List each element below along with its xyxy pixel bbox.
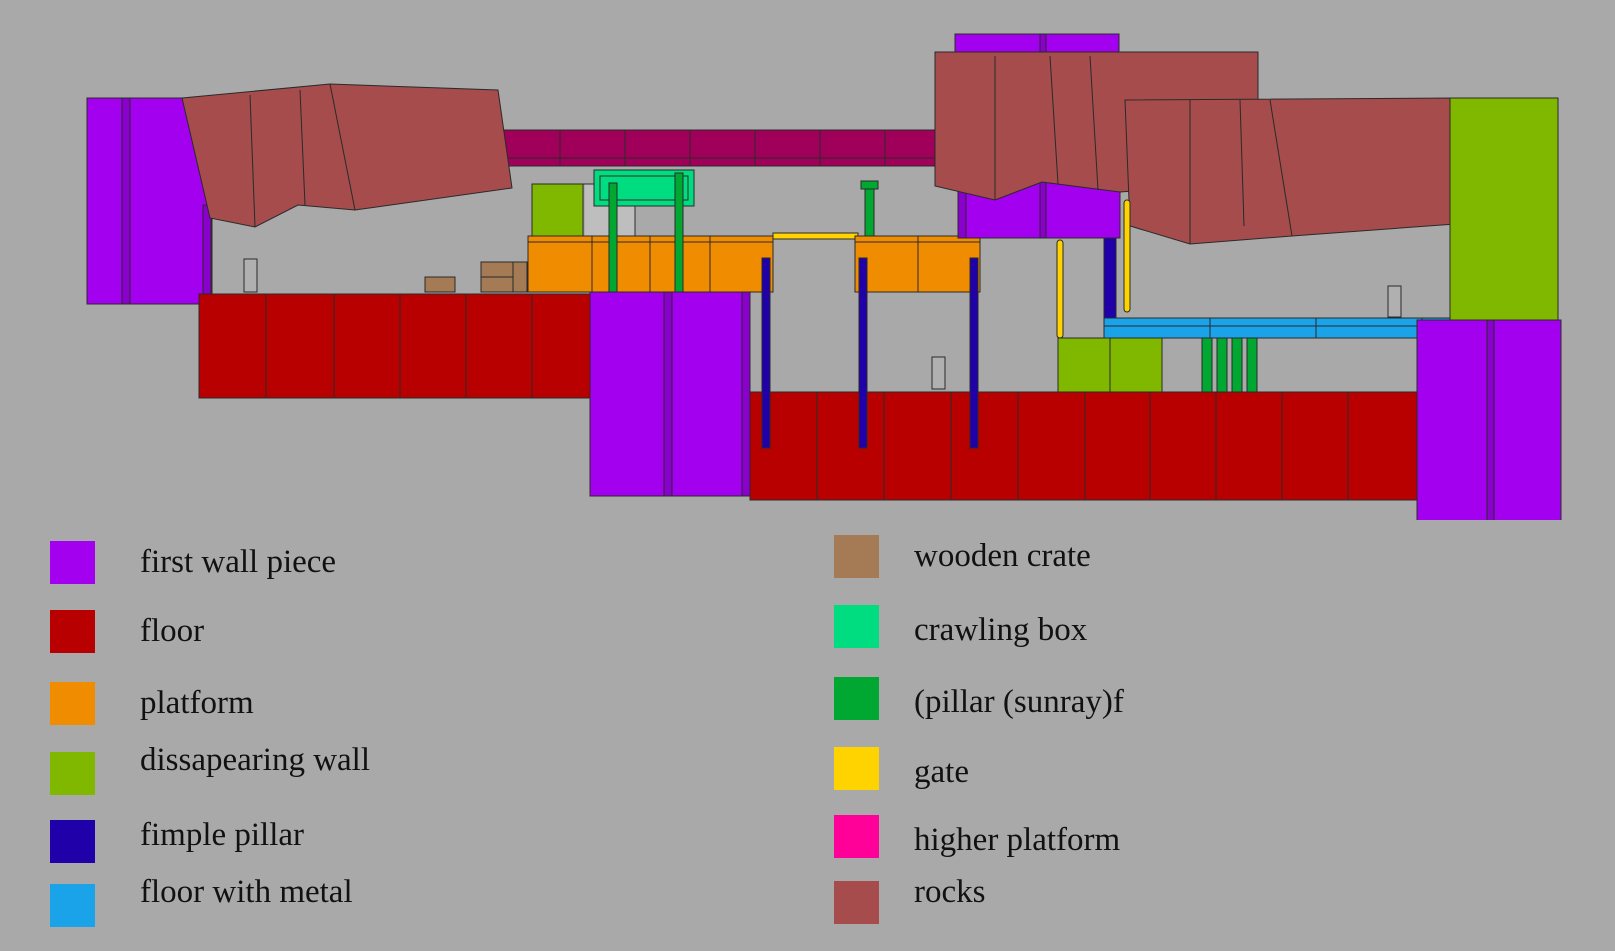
legend-swatch (50, 682, 95, 725)
legend-swatch (50, 541, 95, 584)
gate-vertical (1123, 199, 1131, 313)
simple-pillar (761, 257, 771, 449)
disappearing-wall-right (1449, 97, 1559, 323)
higher-platform-bridge (489, 129, 941, 167)
legend-label: rocks (914, 874, 986, 910)
legend-swatch (834, 881, 879, 924)
legend-swatch (834, 605, 879, 648)
simple-pillar (858, 257, 868, 449)
sunray-pillar (674, 172, 684, 299)
legend-label: wooden crate (914, 538, 1091, 574)
legend-label: (pillar (sunray)f (914, 684, 1124, 720)
small-marker (243, 258, 258, 293)
right-first-wall (1416, 319, 1562, 520)
simple-pillar (969, 257, 979, 449)
legend-label: higher platform (914, 822, 1121, 858)
legend-swatch (834, 815, 879, 858)
small-marker (931, 356, 946, 390)
simple-pillar (1103, 235, 1117, 319)
legend-label: floor (140, 613, 205, 649)
legend-swatch (50, 610, 95, 653)
legend-swatch (50, 820, 95, 863)
right-floor (749, 391, 1419, 501)
legend-swatch (50, 752, 95, 795)
legend-swatch (834, 535, 879, 578)
legend-swatch (834, 677, 879, 720)
legend-label: fimple pillar (140, 817, 305, 853)
middle-first-wall (589, 291, 751, 497)
legend-label: gate (914, 754, 969, 790)
legend-label: first wall piece (140, 544, 337, 580)
small-marker (1387, 285, 1402, 318)
sunray-pillar (608, 182, 618, 299)
legend-label: floor with metal (140, 874, 353, 910)
wooden-crates (424, 261, 528, 293)
sunray-pillar (860, 180, 879, 239)
left-rocks (181, 83, 513, 228)
platform-middle (854, 235, 981, 293)
legend-swatch (834, 747, 879, 790)
sunray-pillar-group (1201, 337, 1258, 393)
gate-horizontal (772, 232, 859, 240)
level-diagram (86, 33, 1562, 520)
platform-left (527, 235, 774, 293)
legend-label: platform (140, 685, 254, 721)
left-floor (198, 293, 595, 399)
right-rocks-back (1124, 97, 1456, 245)
legend-label: dissapearing wall (140, 742, 371, 778)
legend-label: crawling box (914, 612, 1088, 648)
gate-vertical (1056, 239, 1064, 339)
disappearing-wall-block (531, 183, 585, 237)
legend-swatch (50, 884, 95, 927)
disappearing-wall-lower (1057, 337, 1163, 393)
